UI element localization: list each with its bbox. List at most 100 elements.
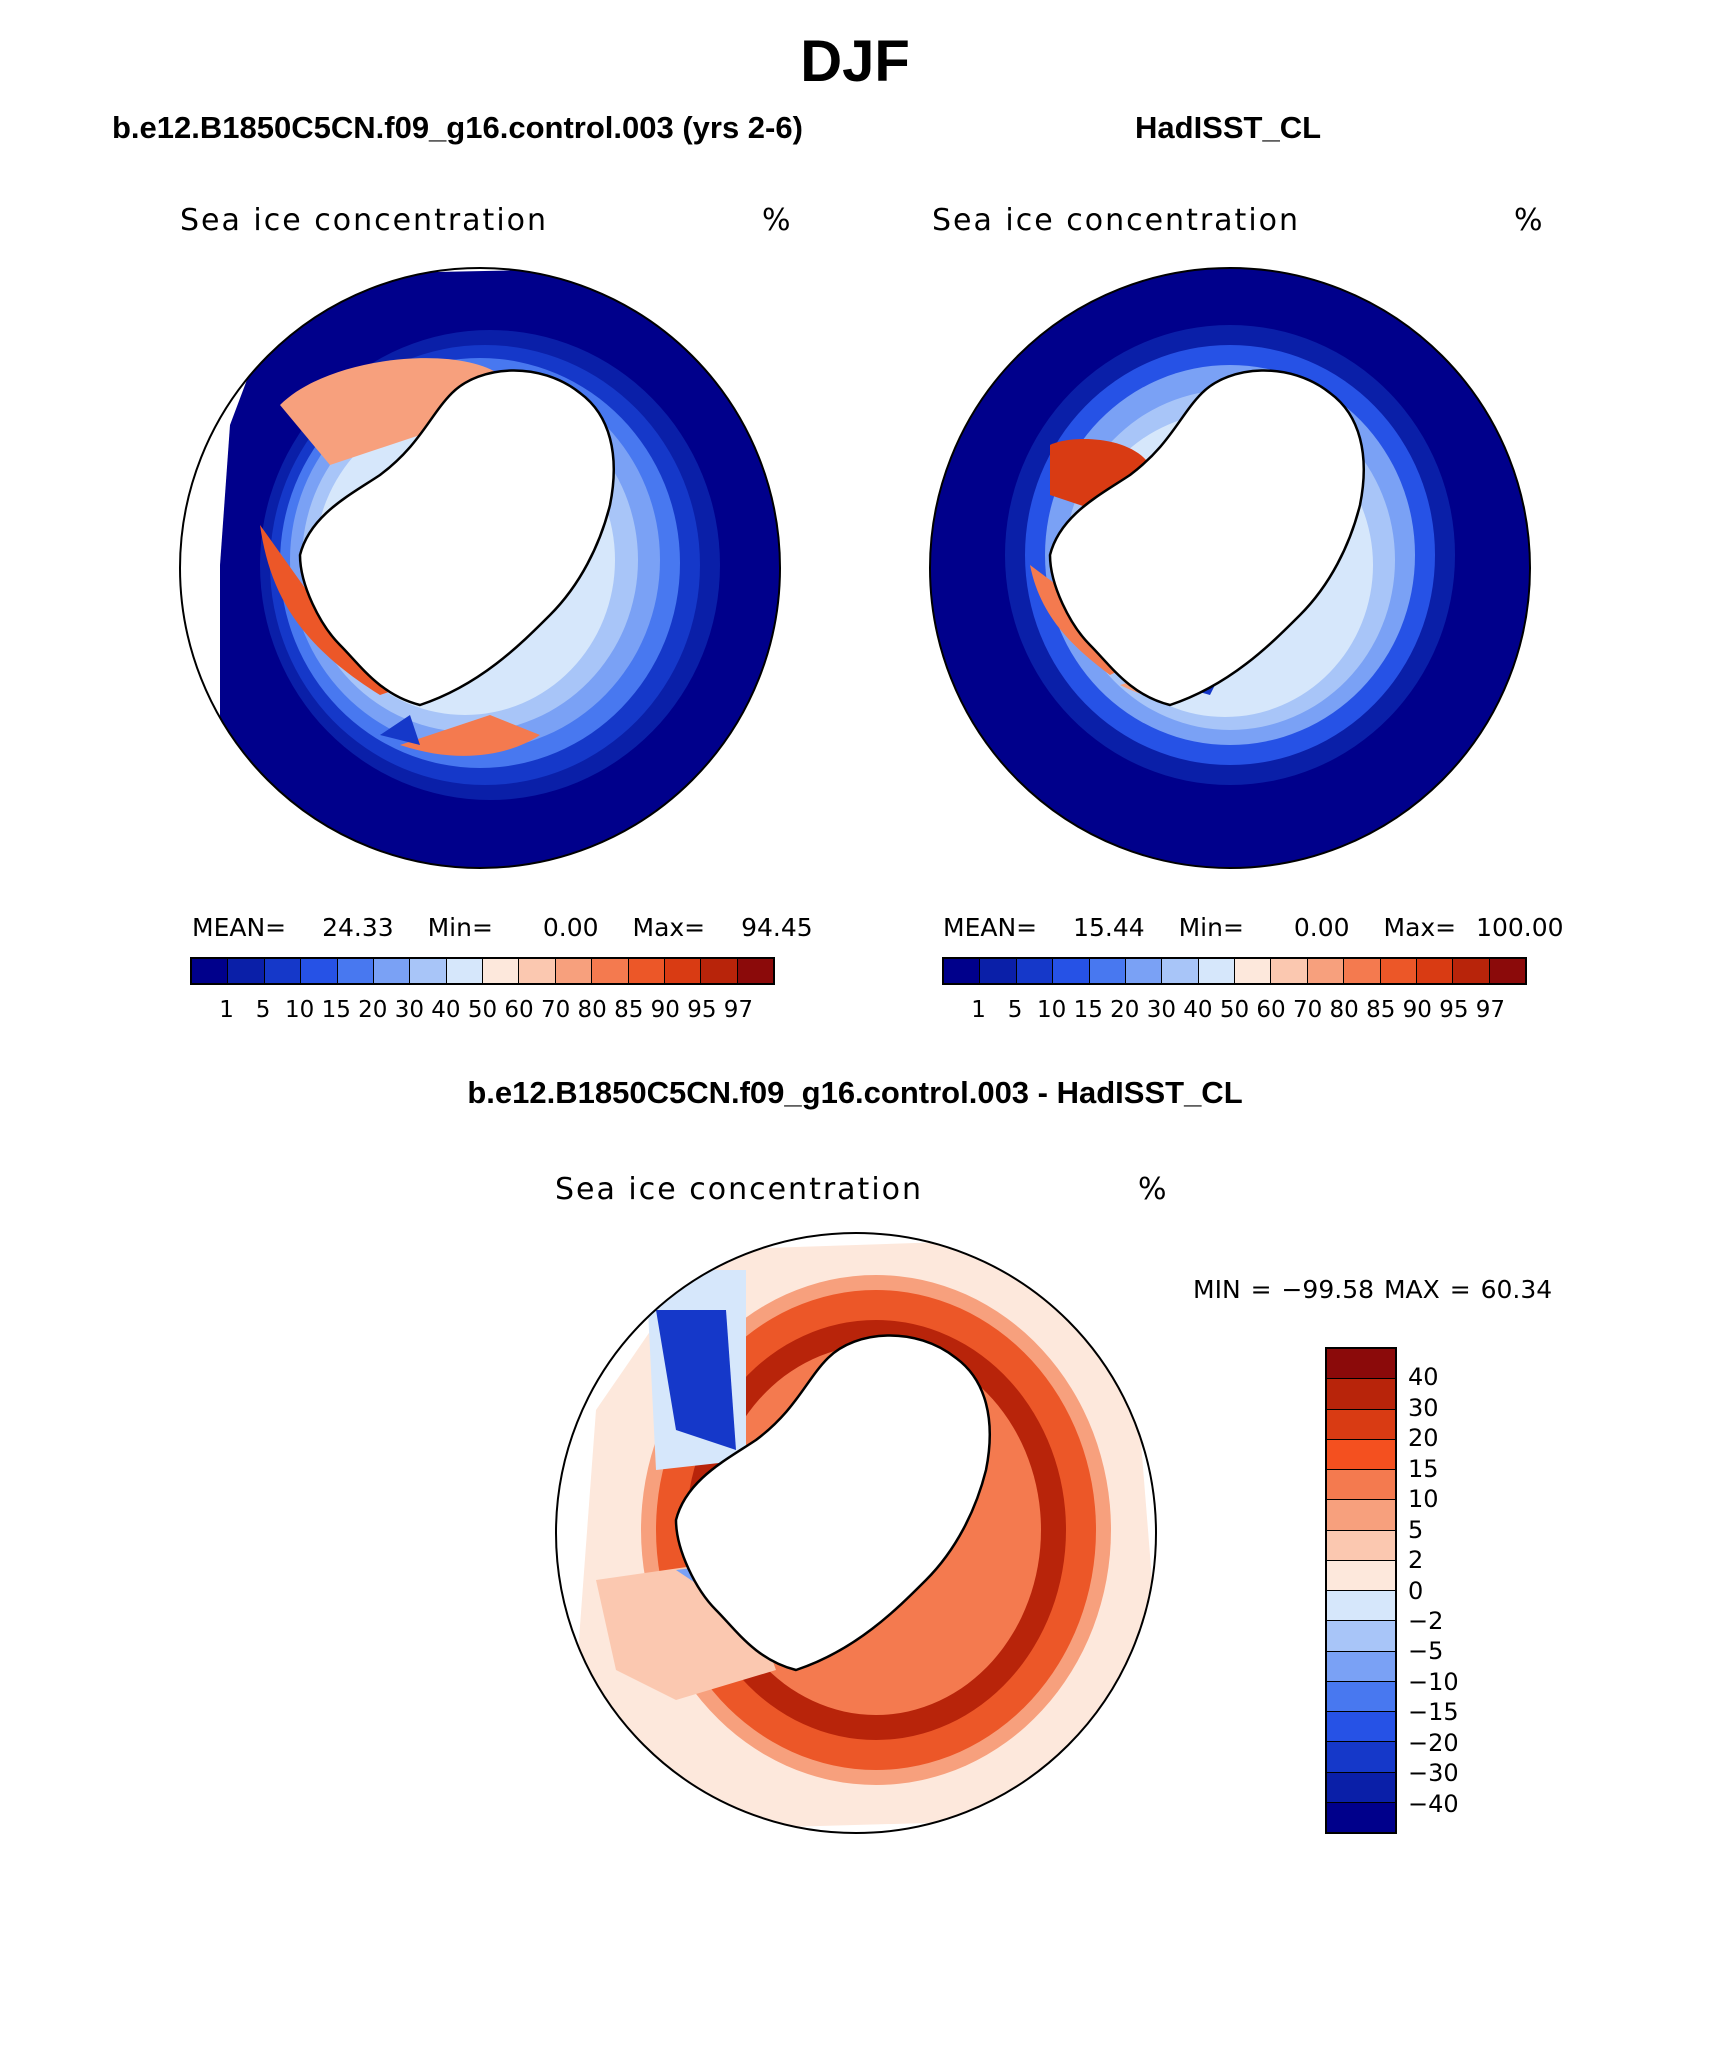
- model-colorbar-swatch: [228, 959, 265, 983]
- obs-mean-value: 15.44: [1073, 913, 1145, 942]
- obs-colorbar-tick-label: 50: [1219, 997, 1250, 1023]
- obs-min-value: 0.00: [1293, 913, 1350, 942]
- obs-colorbar: [942, 957, 1527, 985]
- difference-colorbar-tick-label: −10: [1408, 1667, 1459, 1696]
- difference-colorbar-swatch: [1327, 1681, 1395, 1712]
- model-colorbar-swatch: [701, 959, 738, 983]
- difference-colorbar-tick-label: −30: [1408, 1759, 1459, 1788]
- obs-colorbar-tick-label: 60: [1256, 997, 1286, 1023]
- difference-colorbar-swatch: [1327, 1530, 1395, 1561]
- difference-colorbar-swatch: [1327, 1560, 1395, 1591]
- model-polar-map: [179, 267, 781, 869]
- difference-colorbar-swatch: [1327, 1742, 1395, 1773]
- difference-colorbar-tick-label: −5: [1408, 1637, 1444, 1666]
- model-colorbar-swatch: [737, 959, 773, 983]
- difference-colorbar-tick-label: 30: [1408, 1393, 1439, 1422]
- model-colorbar-swatch: [192, 959, 229, 983]
- model-colorbar-swatch: [664, 959, 702, 983]
- model-colorbar-tick-label: 60: [504, 997, 534, 1023]
- obs-colorbar-tick-label: 85: [1366, 997, 1396, 1023]
- model-colorbar-tick-label: 85: [614, 997, 644, 1023]
- obs-colorbar-swatch: [1016, 959, 1054, 983]
- difference-colorbar-tick-label: −2: [1408, 1606, 1444, 1635]
- model-min-value: 0.00: [542, 913, 599, 942]
- model-colorbar-tick-label: 90: [650, 997, 680, 1023]
- obs-max-value: 100.00: [1476, 913, 1564, 942]
- model-colorbar-tick-label: 30: [394, 997, 425, 1023]
- model-max-value: 94.45: [741, 913, 813, 942]
- model-colorbar-swatch: [483, 959, 520, 983]
- model-max-label: Max=: [632, 913, 706, 942]
- difference-colorbar-tick-label: −40: [1408, 1789, 1459, 1818]
- difference-colorbar: [1325, 1347, 1397, 1834]
- model-colorbar: [190, 957, 775, 985]
- obs-colorbar-swatch: [1125, 959, 1163, 983]
- difference-colorbar-swatch: [1327, 1772, 1395, 1803]
- obs-colorbar-ticks: 1 5 10 15 20 30 40 50 60 70 80 85 90 95 97: [942, 997, 1527, 1025]
- obs-colorbar-tick-label: 97: [1475, 997, 1506, 1023]
- model-colorbar-swatch: [555, 959, 593, 983]
- model-variable-label: Sea ice concentration: [180, 203, 549, 238]
- obs-colorbar-tick-label: 95: [1439, 997, 1469, 1023]
- diff-units-label: %: [1138, 1172, 1169, 1207]
- model-colorbar-ticks: 1 5 10 15 20 30 40 50 60 70 80 85 90 95 97: [190, 997, 775, 1025]
- obs-colorbar-tick-label: 1: [971, 997, 986, 1023]
- obs-colorbar-tick-label: 40: [1183, 997, 1213, 1023]
- obs-max-label: Max=: [1383, 913, 1457, 942]
- model-colorbar-swatch: [337, 959, 374, 983]
- obs-polar-map: [929, 267, 1531, 869]
- difference-colorbar-tick-label: −15: [1408, 1698, 1459, 1727]
- obs-colorbar-swatch: [1235, 959, 1272, 983]
- obs-colorbar-swatch: [1271, 959, 1308, 983]
- difference-colorbar-tick-label: 2: [1408, 1546, 1424, 1575]
- obs-colorbar-swatch: [1416, 959, 1454, 983]
- difference-colorbar-swatch: [1327, 1712, 1395, 1743]
- figure-title: DJF: [800, 29, 910, 94]
- difference-colorbar-swatch: [1327, 1651, 1395, 1682]
- model-mean-value: 24.33: [322, 913, 394, 942]
- model-colorbar-swatch: [264, 959, 302, 983]
- model-colorbar-tick-label: 70: [540, 997, 571, 1023]
- difference-colorbar-tick-label: 10: [1408, 1485, 1439, 1514]
- obs-colorbar-tick-label: 80: [1329, 997, 1359, 1023]
- model-panel-title: b.e12.B1850C5CN.f09_g16.control.003 (yrs…: [112, 110, 803, 145]
- model-colorbar-tick-label: 40: [431, 997, 461, 1023]
- model-min-label: Min=: [427, 913, 493, 942]
- obs-colorbar-swatch: [1380, 959, 1417, 983]
- obs-colorbar-tick-label: 15: [1073, 997, 1103, 1023]
- obs-colorbar-swatch: [1162, 959, 1199, 983]
- diff-variable-label: Sea ice concentration: [555, 1172, 924, 1207]
- model-colorbar-tick-label: 20: [358, 997, 388, 1023]
- difference-colorbar-swatch: [1327, 1439, 1395, 1470]
- model-colorbar-swatch: [410, 959, 447, 983]
- model-colorbar-tick-label: 15: [321, 997, 351, 1023]
- obs-mean-label: MEAN=: [943, 913, 1038, 942]
- model-mean-label: MEAN=: [192, 913, 287, 942]
- diff-panel-title: b.e12.B1850C5CN.f09_g16.control.003 - Ha…: [467, 1075, 1243, 1110]
- obs-colorbar-tick-label: 20: [1110, 997, 1140, 1023]
- obs-colorbar-swatch: [980, 959, 1017, 983]
- obs-colorbar-swatch: [1307, 959, 1345, 983]
- model-colorbar-swatch: [592, 959, 629, 983]
- obs-colorbar-swatch: [1089, 959, 1126, 983]
- difference-colorbar-swatch: [1327, 1621, 1395, 1652]
- difference-colorbar-swatch: [1327, 1349, 1395, 1380]
- difference-colorbar-ticks: 40 30 20 15 10 5 2 0 −2 −5 −10 −15 −20 −30 −40: [1408, 1347, 1488, 1834]
- model-colorbar-swatch: [301, 959, 338, 983]
- difference-polar-map: [555, 1232, 1157, 1834]
- model-colorbar-tick-label: 97: [723, 997, 754, 1023]
- model-colorbar-swatch: [446, 959, 483, 983]
- obs-stats: MEAN= 15.44 Min= 0.00 Max= 100.00: [943, 913, 1564, 942]
- difference-colorbar-swatch: [1327, 1500, 1395, 1531]
- difference-colorbar-tick-label: 20: [1408, 1424, 1439, 1453]
- model-colorbar-swatch: [519, 959, 556, 983]
- model-colorbar-tick-label: 50: [467, 997, 498, 1023]
- model-colorbar-tick-label: 95: [687, 997, 717, 1023]
- difference-colorbar-swatch: [1327, 1409, 1395, 1440]
- difference-colorbar-tick-label: 5: [1408, 1515, 1424, 1544]
- difference-colorbar-swatch: [1327, 1591, 1395, 1622]
- obs-colorbar-swatch: [944, 959, 981, 983]
- obs-colorbar-tick-label: 70: [1292, 997, 1323, 1023]
- difference-colorbar-swatch: [1327, 1470, 1395, 1501]
- model-units-label: %: [762, 203, 793, 238]
